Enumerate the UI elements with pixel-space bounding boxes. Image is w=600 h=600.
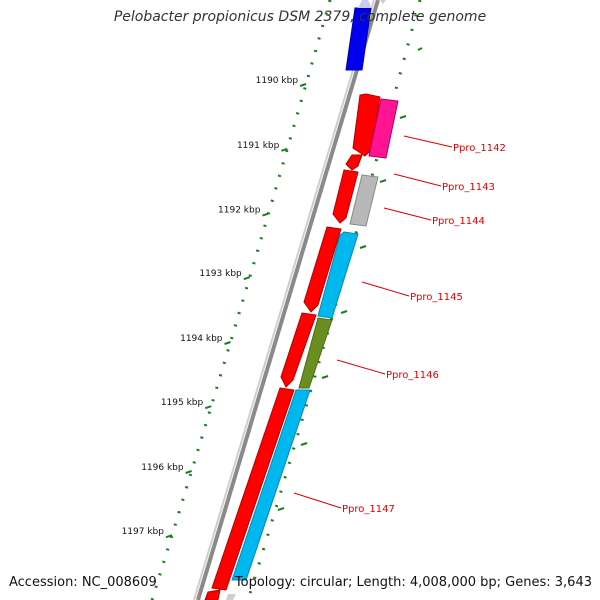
gene-olive[interactable] <box>298 317 333 389</box>
gene-blue-light <box>358 0 372 8</box>
kbp-label: 1195 kbp <box>161 398 204 408</box>
gene-label[interactable]: Ppro_1143 <box>442 182 495 193</box>
gene-label[interactable]: Ppro_1142 <box>453 143 506 154</box>
gene-top-grey <box>380 0 386 4</box>
gene-magenta[interactable] <box>368 98 399 159</box>
leader-lines <box>293 135 453 509</box>
kbp-label: 1194 kbp <box>180 334 223 344</box>
gene-label[interactable]: Ppro_1147 <box>342 504 395 515</box>
gene-red-5[interactable] <box>280 312 317 388</box>
kbp-tick <box>185 470 192 474</box>
gene-red-4[interactable] <box>303 226 342 313</box>
kbp-tick <box>224 341 231 345</box>
gene-cyan-1[interactable] <box>317 231 359 319</box>
gene-label[interactable]: Ppro_1146 <box>386 370 439 381</box>
gene-red-7[interactable] <box>204 589 221 600</box>
kbp-label: 1190 kbp <box>256 76 299 86</box>
kbp-tick <box>204 405 212 410</box>
kbp-ticks <box>165 83 307 539</box>
outer-ticks <box>277 47 423 511</box>
gene-cyan-2[interactable] <box>231 389 311 581</box>
kbp-label: 1196 kbp <box>141 463 184 473</box>
gene-label[interactable]: Ppro_1144 <box>432 216 485 227</box>
topology-label: Topology: circular; Length: 4,008,000 bp… <box>234 575 592 590</box>
genome-backbone <box>196 0 380 600</box>
genome-backbone-highlight <box>193 0 375 600</box>
gene-labels: Ppro_1142 Ppro_1143 Ppro_1144 Ppro_1145 Ppro… <box>342 143 506 515</box>
gene-grey-bottom <box>226 594 236 600</box>
gene-red-6[interactable] <box>211 387 295 591</box>
gene-red-1[interactable] <box>352 93 381 157</box>
accession-label: Accession: NC_008609 <box>9 575 157 590</box>
kbp-tick <box>165 534 173 539</box>
gene-grey[interactable] <box>349 174 379 227</box>
kbp-tick <box>243 276 251 281</box>
gene-red-2[interactable] <box>345 154 363 171</box>
kbp-label: 1193 kbp <box>199 269 242 279</box>
inner-dotted-guide <box>150 0 332 600</box>
kbp-tick <box>281 147 288 152</box>
genome-title: Pelobacter propionicus DSM 2379, complet… <box>113 9 487 25</box>
kbp-labels: 1190 kbp 1191 kbp 1192 kbp 1193 kbp 1194 kbp… <box>122 76 299 537</box>
kbp-label: 1191 kbp <box>237 141 280 151</box>
kbp-tick <box>299 83 307 87</box>
kbp-label: 1197 kbp <box>122 527 165 537</box>
kbp-tick <box>262 212 269 217</box>
gene-red-3[interactable] <box>332 169 359 224</box>
kbp-label: 1192 kbp <box>218 206 261 216</box>
gene-label[interactable]: Ppro_1145 <box>410 292 463 303</box>
